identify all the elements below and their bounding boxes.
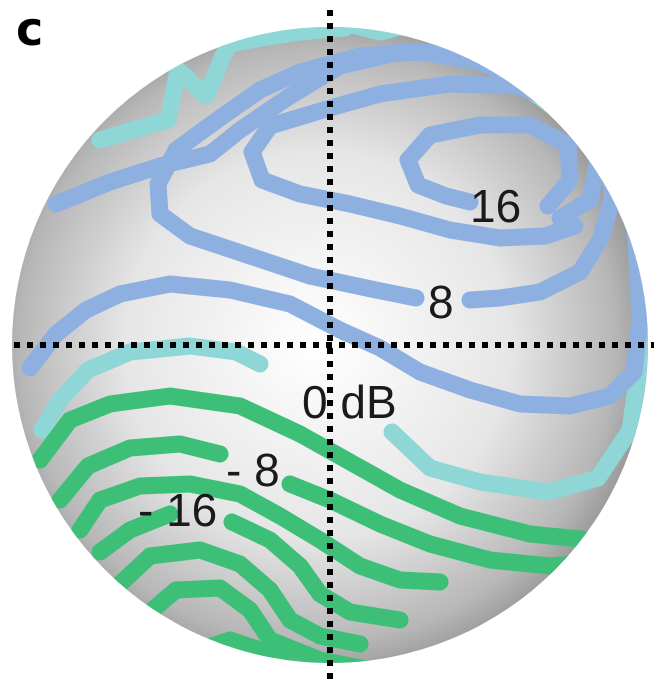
label-zero-db: 0 dB <box>302 376 397 428</box>
label-minus-8: - 8 <box>226 444 280 496</box>
label-plus-8: 8 <box>428 276 454 328</box>
label-plus-16: 16 <box>470 180 521 232</box>
crosshair-axes <box>14 10 654 681</box>
label-minus-16: - 16 <box>138 484 217 536</box>
panel-letter: c <box>16 2 44 56</box>
